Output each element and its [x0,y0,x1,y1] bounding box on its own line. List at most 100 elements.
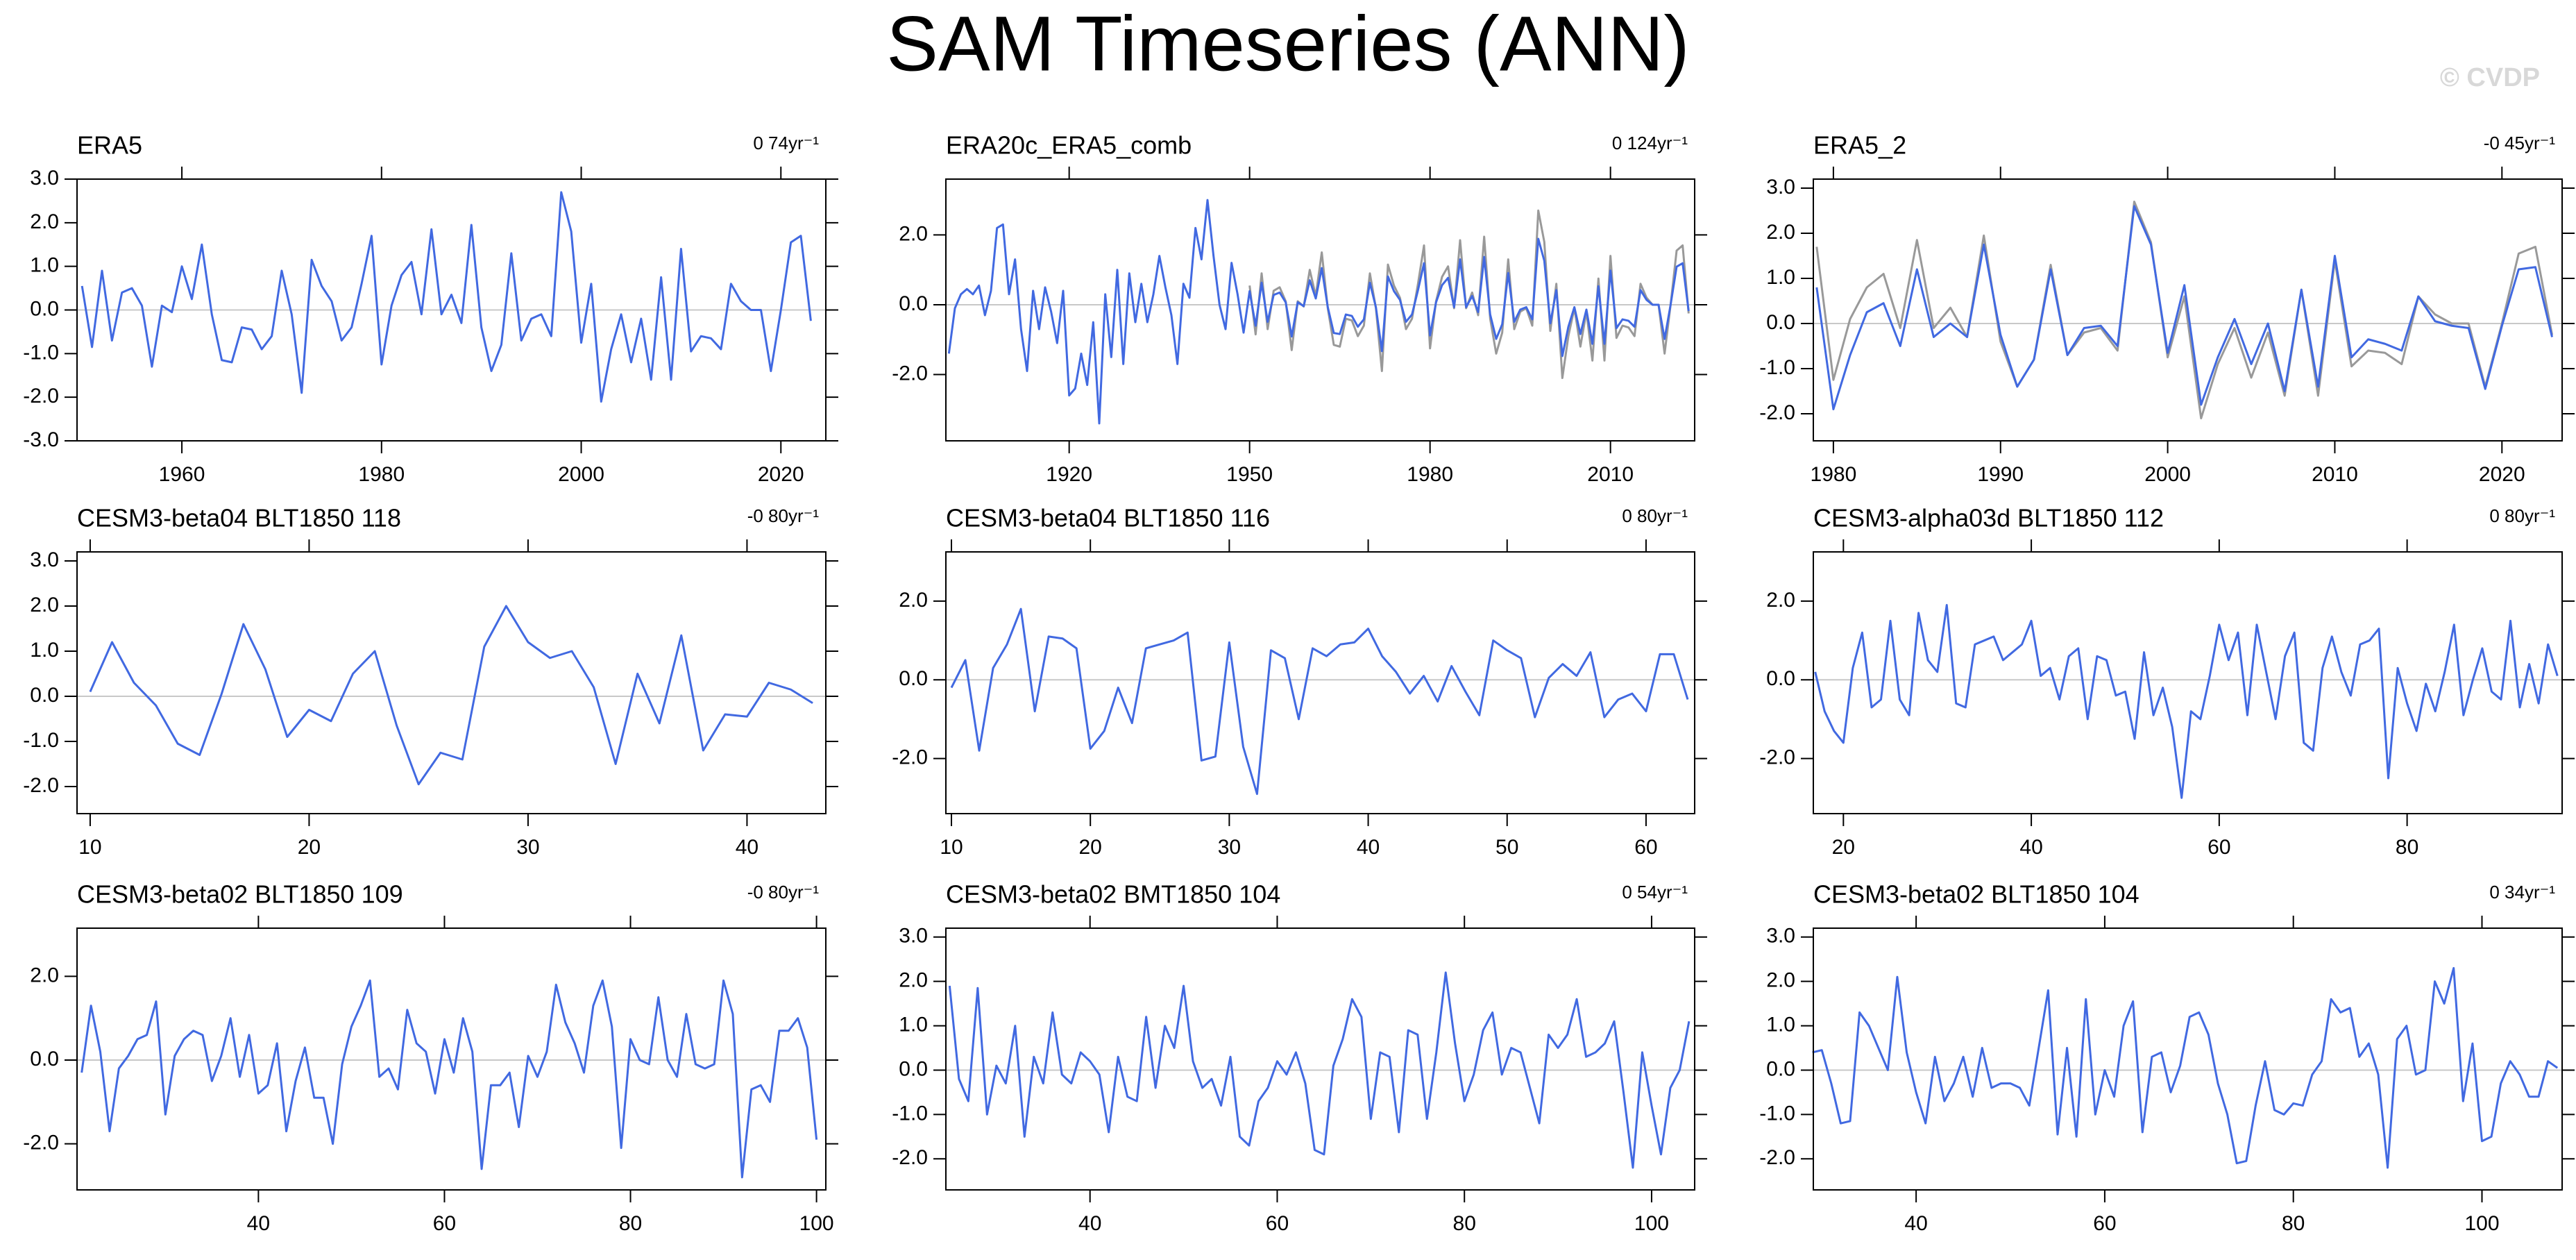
trend-label: -0 45yr⁻¹ [2484,133,2556,153]
x-tick-label: 40 [247,1212,270,1235]
trend-label: 0 54yr⁻¹ [1622,882,1688,902]
x-tick-label: 60 [433,1212,456,1235]
y-tick-label: -1.0 [23,341,59,364]
y-tick-label: -2.0 [892,1146,928,1169]
y-tick-label: 0.0 [30,297,59,320]
x-tick-label: 50 [1495,836,1518,859]
data-line [947,199,1690,425]
y-tick-label: 2.0 [899,222,928,245]
x-tick-label: 40 [1078,1212,1101,1235]
x-tick-label: 10 [940,836,963,859]
y-tick-label: -2.0 [1759,401,1795,424]
y-tick-label: -2.0 [23,385,59,408]
y-tick-label: -2.0 [892,362,928,385]
y-tick-label: 2.0 [30,964,59,986]
y-tick-label: 2.0 [30,210,59,233]
panel-title: CESM3-beta02 BLT1850 104 [1813,880,2139,909]
x-tick-label: 20 [1832,836,1855,859]
trend-label: 0 80yr⁻¹ [1622,505,1688,526]
x-tick-label: 1990 [1977,463,2024,486]
y-tick-label: -2.0 [892,746,928,769]
plot-frame [76,927,827,1191]
x-tick-label: 40 [2019,836,2042,859]
y-tick-label: 2.0 [1766,969,1795,992]
y-tick-label: -2.0 [23,1132,59,1154]
x-tick-label: 60 [1266,1212,1289,1235]
y-tick-label: 1.0 [30,254,59,277]
plot-frame [945,551,1695,814]
plot-frame [76,178,827,442]
panel: CESM3-beta02 BMT1850 104 0 54yr⁻¹ 3.0 2.0 1.… [892,880,1707,1235]
y-tick-label: 2.0 [899,589,928,612]
trend-label: -0 80yr⁻¹ [747,505,820,526]
panel-title: CESM3-beta02 BMT1850 104 [946,880,1280,909]
panel-title: ERA5 [77,131,142,160]
x-tick-label: 60 [2208,836,2230,859]
data-line [80,979,818,1179]
x-tick-label: 1920 [1046,463,1092,486]
y-tick-label: 3.0 [1766,176,1795,199]
x-tick-label: 2000 [558,463,604,486]
x-tick-label: 100 [1634,1212,1669,1235]
panel: CESM3-beta04 BLT1850 116 0 80yr⁻¹ 2.0 0.0 -2… [892,504,1707,859]
y-tick-label: -1.0 [1759,356,1795,379]
data-line [1815,201,2554,419]
panel-title: CESM3-beta04 BLT1850 118 [77,504,401,532]
plot-frame [945,178,1695,442]
y-tick-label: -2.0 [23,774,59,797]
y-tick-label: -1.0 [892,1102,928,1125]
x-tick-label: 1980 [1811,463,1857,486]
x-tick-label: 1980 [1407,463,1453,486]
y-tick-label: 2.0 [1766,589,1795,612]
x-tick-label: 100 [799,1212,834,1235]
y-tick-label: 1.0 [899,1013,928,1036]
data-line [950,607,1689,796]
x-tick-label: 2010 [1587,463,1634,486]
y-tick-label: 1.0 [1766,1013,1795,1036]
x-tick-label: 1960 [159,463,205,486]
x-tick-label: 2010 [2312,463,2358,486]
y-tick-label: 3.0 [1766,925,1795,948]
x-tick-label: 20 [298,836,321,859]
y-tick-label: 0.0 [30,684,59,707]
data-line [89,605,813,786]
panel: CESM3-beta02 BLT1850 109 -0 80yr⁻¹ 2.0 0.0 -… [23,880,838,1235]
y-tick-label: 0.0 [899,292,928,315]
y-tick-label: 2.0 [899,969,928,992]
y-tick-label: 0.0 [899,1057,928,1080]
y-tick-label: 2.0 [30,594,59,616]
y-tick-label: -1.0 [1759,1102,1795,1125]
x-tick-label: 80 [2282,1212,2305,1235]
credit: © CVDP [2440,63,2540,92]
y-tick-label: 0.0 [899,667,928,690]
x-tick-label: 40 [1904,1212,1927,1235]
figure-title: SAM Timeseries (ANN) [886,1,1689,87]
y-tick-label: 3.0 [899,925,928,948]
x-tick-label: 60 [1634,836,1657,859]
panel-title: CESM3-alpha03d BLT1850 112 [1813,504,2164,532]
x-tick-label: 80 [619,1212,642,1235]
y-tick-label: 1.0 [30,639,59,662]
trend-label: 0 80yr⁻¹ [2489,505,2555,526]
x-tick-label: 2020 [758,463,804,486]
trend-label: 0 74yr⁻¹ [753,133,819,153]
trend-label: 0 34yr⁻¹ [2489,882,2555,902]
y-tick-label: 3.0 [30,548,59,571]
data-line [1815,205,2554,410]
y-tick-label: 0.0 [1766,1057,1795,1080]
panel-title: ERA20c_ERA5_comb [946,131,1192,160]
y-tick-label: 0.0 [1766,311,1795,334]
y-tick-label: -3.0 [23,428,59,451]
x-tick-label: 2000 [2144,463,2191,486]
y-tick-label: -2.0 [1759,746,1795,769]
x-tick-label: 30 [516,836,539,859]
panel: CESM3-beta04 BLT1850 118 -0 80yr⁻¹ 3.0 2.0 1… [23,504,838,859]
y-tick-label: 3.0 [30,167,59,190]
y-tick-label: 1.0 [1766,266,1795,289]
x-tick-label: 1950 [1226,463,1273,486]
x-tick-label: 60 [2093,1212,2116,1235]
y-tick-label: 0.0 [1766,667,1795,690]
x-tick-label: 2020 [2479,463,2525,486]
plot-frame [945,927,1695,1191]
